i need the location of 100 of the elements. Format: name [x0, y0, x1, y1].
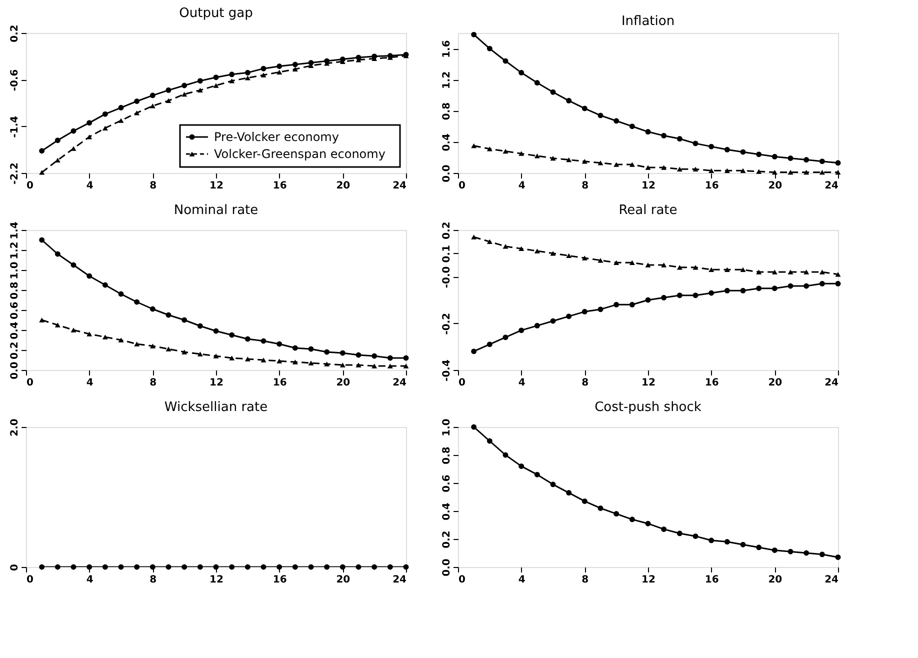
- point: [150, 344, 156, 348]
- point: [708, 538, 714, 544]
- point: [471, 32, 477, 38]
- x-tick-label: 12: [210, 378, 224, 388]
- point: [502, 148, 508, 154]
- point: [356, 352, 362, 358]
- y-tick-label: 0.6: [10, 302, 20, 320]
- point: [708, 168, 714, 174]
- point: [213, 354, 219, 358]
- x-tick-label: 20: [768, 180, 782, 192]
- point: [772, 547, 778, 553]
- point: [835, 272, 841, 277]
- point: [197, 78, 203, 84]
- point: [54, 251, 60, 257]
- point: [692, 533, 698, 539]
- x-tick-label: 20: [336, 180, 350, 192]
- point: [387, 364, 393, 368]
- chart-title: Real rate: [618, 203, 678, 218]
- point: [134, 342, 140, 346]
- point: [134, 299, 140, 305]
- point: [276, 70, 282, 74]
- point: [550, 156, 556, 161]
- point: [534, 154, 540, 158]
- point: [692, 292, 698, 298]
- point: [260, 72, 266, 78]
- point: [756, 152, 762, 158]
- point: [292, 66, 298, 72]
- x-tick-label: 24: [392, 378, 407, 388]
- point: [724, 288, 730, 294]
- y-tick-label: 0.0: [442, 164, 452, 182]
- point: [661, 165, 667, 170]
- y-tick-label: 0.4: [10, 322, 20, 340]
- point: [166, 312, 172, 318]
- point: [182, 317, 188, 323]
- point: [102, 282, 108, 288]
- point: [197, 88, 203, 93]
- y-tick-label: 0.4: [442, 502, 452, 520]
- point: [566, 157, 572, 162]
- point: [740, 149, 746, 155]
- point: [629, 124, 635, 130]
- point: [692, 140, 698, 146]
- point: [276, 358, 282, 364]
- point: [229, 78, 235, 84]
- point: [134, 98, 140, 104]
- point: [819, 170, 825, 175]
- y-tick-label: 1.4: [10, 222, 20, 240]
- point: [819, 280, 825, 286]
- point: [614, 260, 620, 266]
- point: [150, 104, 156, 108]
- point: [197, 352, 203, 356]
- x-tick-label: 8: [150, 180, 157, 192]
- y-tick-label: 0.0: [442, 558, 452, 576]
- point: [244, 356, 250, 362]
- x-tick-label: 4: [86, 574, 94, 586]
- point: [518, 246, 524, 252]
- point: [692, 166, 698, 172]
- point: [534, 80, 540, 86]
- point: [324, 362, 330, 366]
- point: [86, 120, 92, 126]
- y-tick-label: 0.0: [10, 362, 20, 380]
- point: [582, 498, 588, 504]
- point: [645, 129, 651, 135]
- chart-title: Nominal rate: [174, 203, 258, 218]
- point: [550, 318, 556, 324]
- point: [340, 362, 346, 368]
- point: [645, 262, 651, 268]
- point: [772, 270, 778, 274]
- point: [387, 355, 393, 361]
- point: [134, 110, 140, 116]
- point: [629, 302, 635, 308]
- y-tick-label: 0.6: [442, 474, 452, 492]
- x-tick-label: 4: [518, 574, 526, 586]
- x-tick-label: 0: [458, 574, 466, 586]
- x-tick-label: 8: [150, 378, 157, 388]
- point: [756, 270, 762, 274]
- point: [86, 273, 92, 279]
- point: [676, 530, 682, 536]
- chart-title: Output gap: [179, 6, 253, 22]
- point: [804, 270, 810, 274]
- point: [788, 270, 794, 274]
- x-tick-label: 24: [824, 180, 839, 192]
- point: [708, 144, 714, 150]
- x-tick-label: 4: [86, 180, 94, 192]
- y-tick-label: -0.6: [10, 69, 20, 92]
- y-tick-label: 0.2: [442, 222, 452, 240]
- point: [260, 338, 266, 344]
- x-tick-label: 20: [768, 378, 782, 388]
- y-tick-label: -2.2: [10, 162, 20, 184]
- point: [550, 250, 556, 256]
- point: [166, 346, 172, 352]
- y-tick-label: 1.0: [442, 418, 452, 436]
- point: [566, 314, 572, 320]
- point: [118, 291, 124, 297]
- y-tick-label: 1.6: [442, 40, 452, 58]
- point: [502, 58, 508, 64]
- x-tick-label: 8: [582, 574, 589, 586]
- point: [70, 128, 76, 134]
- point: [740, 542, 746, 548]
- point: [676, 136, 682, 142]
- point: [182, 92, 188, 97]
